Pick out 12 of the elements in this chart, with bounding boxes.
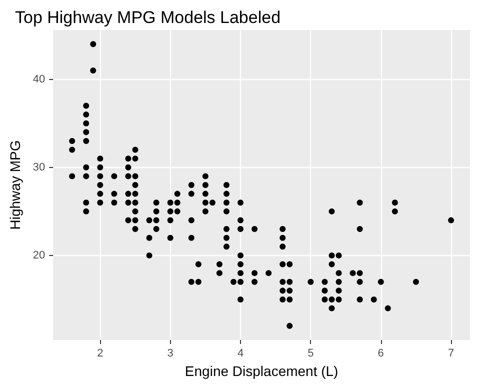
x-tick-label: 5	[308, 348, 314, 360]
x-tick-label: 4	[237, 348, 244, 360]
x-tick-label: 7	[448, 348, 454, 360]
x-tick-label: 2	[97, 348, 104, 360]
x-tick-label: 6	[378, 348, 384, 360]
x-axis-title: Engine Displacement (L)	[184, 362, 338, 379]
y-tick-label: 40	[32, 73, 46, 86]
y-tick-label: 30	[32, 161, 46, 174]
y-axis-title: Highway MPG	[7, 140, 23, 230]
y-tick-label: 20	[32, 249, 46, 262]
chart-title: Top Highway MPG Models Labeled	[15, 8, 281, 27]
x-tick-label: 3	[167, 348, 174, 360]
